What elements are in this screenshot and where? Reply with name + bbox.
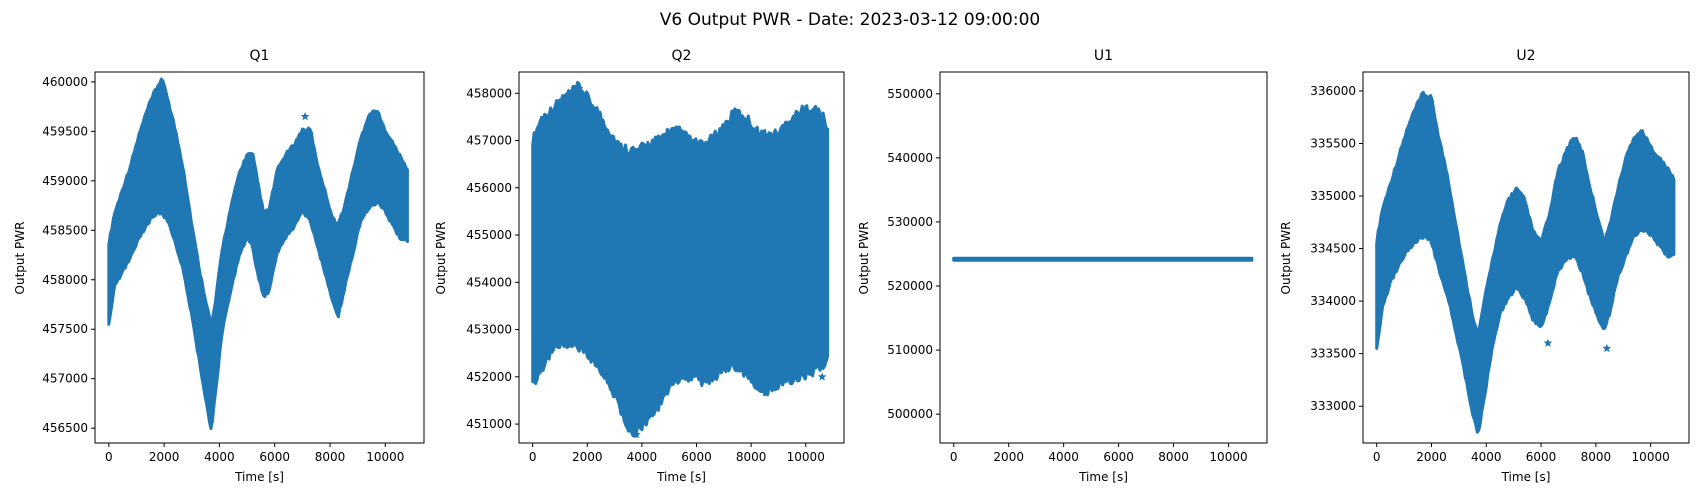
x-tick-label: 8000 <box>1581 450 1612 464</box>
x-tick-label: 2000 <box>1416 450 1447 464</box>
y-tick-label: 336000 <box>1310 84 1356 98</box>
x-tick-label: 4000 <box>627 450 658 464</box>
plot-area-q1: 0 2000 4000 6000 8000 10000 456500 457000 457500… <box>42 71 425 464</box>
x-tick-label: 4000 <box>1471 450 1502 464</box>
x-tick-label: 4000 <box>1048 450 1079 464</box>
x-tick-label: 0 <box>1373 450 1381 464</box>
y-tick-label: 333000 <box>1310 399 1356 413</box>
y-tick-label: 460000 <box>42 75 88 89</box>
subplot-title: Q2 <box>672 48 692 64</box>
data-point <box>1543 338 1553 347</box>
x-tick-label: 8000 <box>315 450 346 464</box>
y-axis-label: Output PWR <box>857 222 871 295</box>
y-tick-label: 456500 <box>42 421 88 435</box>
x-tick-label: 8000 <box>736 450 767 464</box>
x-tick-label: 0 <box>950 450 958 464</box>
subplot-u1: U1 Time [s] Output PWR <box>857 48 1128 484</box>
point-cloud <box>952 256 1254 262</box>
x-tick-label: 6000 <box>681 450 712 464</box>
scatter-series <box>107 77 409 431</box>
x-tick-label: 6000 <box>1526 450 1557 464</box>
x-tick-label: 2000 <box>572 450 603 464</box>
data-point <box>300 112 310 121</box>
y-tick-label: 458000 <box>466 86 512 100</box>
x-tick-label: 2000 <box>149 450 180 464</box>
point-cloud <box>531 80 830 438</box>
subplot-title: Q1 <box>250 48 270 64</box>
y-tick-label: 335500 <box>1310 136 1356 150</box>
point-cloud <box>107 77 409 431</box>
y-tick-label: 454000 <box>466 275 512 289</box>
x-tick-label: 10000 <box>787 450 825 464</box>
x-tick-label: 4000 <box>204 450 235 464</box>
y-tick-label: 458000 <box>42 273 88 287</box>
x-axis-label: Time [s] <box>1501 470 1551 484</box>
data-point <box>632 430 641 439</box>
x-tick-label: 0 <box>529 450 537 464</box>
scatter-series <box>1375 90 1676 434</box>
y-tick-label: 459000 <box>42 174 88 188</box>
y-tick-label: 457000 <box>466 134 512 148</box>
data-point <box>574 84 584 93</box>
data-point <box>817 372 827 381</box>
y-tick-label: 457000 <box>42 372 88 386</box>
y-tick-label: 334000 <box>1310 294 1356 308</box>
y-axis-label: Output PWR <box>434 222 448 295</box>
y-tick-label: 540000 <box>887 151 933 165</box>
plot-area-u2: 0 2000 4000 6000 8000 10000 333000 333500 334000… <box>1310 71 1690 464</box>
y-tick-label: 455000 <box>466 228 512 242</box>
y-tick-label: 550000 <box>887 87 933 101</box>
axes-frame <box>1362 71 1690 444</box>
x-axis-label: Time [s] <box>656 470 706 484</box>
x-axis-label: Time [s] <box>1078 470 1128 484</box>
subplot-u2: U2 Time [s] Output PWR <box>1279 48 1550 484</box>
data-point <box>731 107 741 116</box>
subplot-title: U1 <box>1094 48 1113 64</box>
y-tick-label: 530000 <box>887 215 933 229</box>
y-axis-label: Output PWR <box>1279 222 1293 295</box>
y-tick-label: 334500 <box>1310 242 1356 256</box>
figure-suptitle: V6 Output PWR - Date: 2023-03-12 09:00:0… <box>660 10 1040 30</box>
point-cloud <box>1375 90 1676 434</box>
plot-area-u1: 0 2000 4000 6000 8000 10000 500000 510000 520000… <box>887 71 1268 464</box>
x-axis-label: Time [s] <box>234 470 284 484</box>
scatter-series <box>531 80 830 439</box>
y-tick-label: 457500 <box>42 322 88 336</box>
y-tick-label: 333500 <box>1310 347 1356 361</box>
scatter-series <box>952 256 1254 262</box>
data-point <box>1602 343 1612 353</box>
x-tick-label: 6000 <box>259 450 290 464</box>
x-tick-label: 6000 <box>1103 450 1134 464</box>
plot-area-q2: 0 2000 4000 6000 8000 10000 451000 452000 453000… <box>466 71 845 464</box>
y-tick-label: 452000 <box>466 370 512 384</box>
y-tick-label: 459500 <box>42 124 88 138</box>
y-tick-label: 456000 <box>466 181 512 195</box>
x-tick-label: 10000 <box>1632 450 1670 464</box>
y-axis-label: Output PWR <box>13 222 27 295</box>
x-tick-label: 10000 <box>1209 450 1247 464</box>
x-tick-label: 10000 <box>366 450 404 464</box>
y-tick-label: 451000 <box>466 417 512 431</box>
y-tick-label: 500000 <box>887 407 933 421</box>
y-tick-label: 510000 <box>887 343 933 357</box>
subplot-title: U2 <box>1516 48 1535 64</box>
y-tick-label: 458500 <box>42 223 88 237</box>
y-tick-label: 520000 <box>887 279 933 293</box>
subplot-q2: Q2 Time [s] Output PWR <box>434 48 706 484</box>
subplot-q1: Q1 Time [s] Output PWR <box>13 48 284 484</box>
y-tick-label: 335000 <box>1310 189 1356 203</box>
x-tick-label: 0 <box>105 450 113 464</box>
x-tick-label: 8000 <box>1158 450 1189 464</box>
y-tick-label: 453000 <box>466 323 512 337</box>
axes-frame <box>518 71 845 444</box>
axes-frame <box>94 71 425 444</box>
x-tick-label: 2000 <box>993 450 1024 464</box>
axes-frame <box>939 71 1268 444</box>
